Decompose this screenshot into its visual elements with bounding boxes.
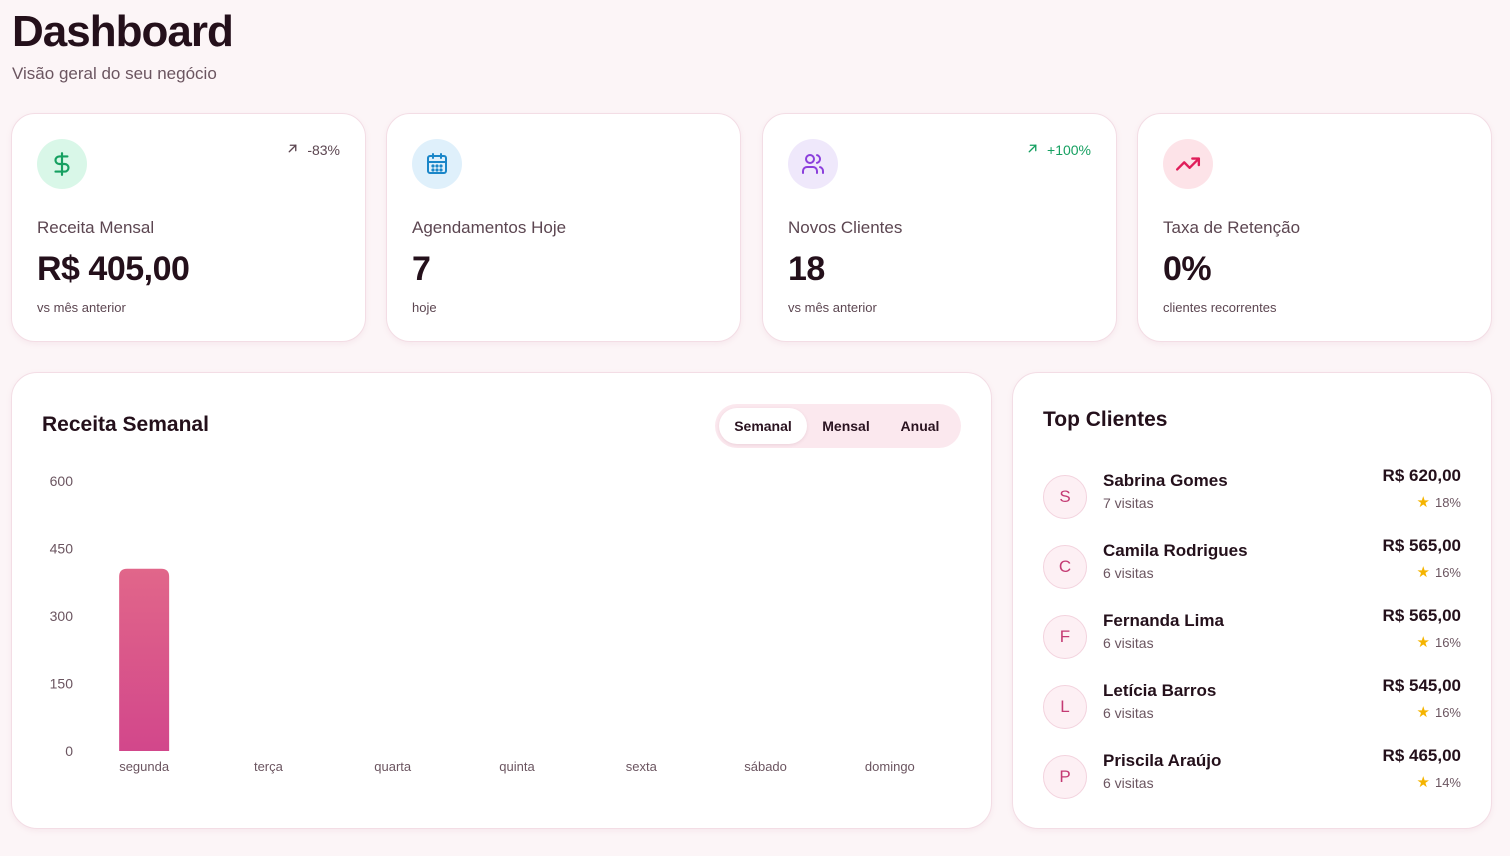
stat-value: 18 bbox=[788, 250, 825, 288]
client-amount: R$ 565,00 bbox=[1382, 606, 1461, 625]
weekly-revenue-panel: Receita Semanal Semanal Mensal Anual 0 15… bbox=[11, 372, 992, 829]
stat-card-receita: -83% Receita Mensal R$ 405,00 vs mês ant… bbox=[11, 113, 366, 342]
stat-card-novos-clientes: +100% Novos Clientes 18 vs mês anterior bbox=[762, 113, 1117, 342]
stat-card-agendamentos: Agendamentos Hoje 7 hoje bbox=[386, 113, 741, 342]
stat-sub: hoje bbox=[412, 300, 437, 315]
stat-label: Taxa de Retenção bbox=[1163, 218, 1301, 237]
chart-title: Receita Semanal bbox=[42, 413, 209, 436]
y-tick-label: 450 bbox=[50, 541, 74, 557]
client-share: ★ 16% bbox=[1417, 633, 1461, 651]
client-row[interactable]: P Priscila Araújo 6 visitas R$ 465,00 ★ 1… bbox=[1043, 746, 1461, 811]
trending-up-icon bbox=[1163, 139, 1213, 189]
x-tick-label: sexta bbox=[626, 759, 658, 774]
client-share: ★ 16% bbox=[1417, 703, 1461, 721]
stat-label: Receita Mensal bbox=[37, 218, 155, 237]
x-tick-label: terça bbox=[254, 759, 284, 774]
client-visits: 6 visitas bbox=[1103, 635, 1154, 651]
stat-label: Novos Clientes bbox=[788, 218, 903, 237]
x-tick-label: sábado bbox=[744, 759, 787, 774]
top-clients-title: Top Clientes bbox=[1043, 408, 1168, 431]
client-name: Fernanda Lima bbox=[1103, 611, 1224, 630]
dollar-icon bbox=[37, 139, 87, 189]
trend-indicator: +100% bbox=[1026, 142, 1091, 158]
star-icon: ★ bbox=[1416, 704, 1430, 721]
y-tick-label: 0 bbox=[65, 743, 73, 759]
avatar: L bbox=[1043, 685, 1087, 729]
client-pct: 14% bbox=[1434, 774, 1461, 790]
client-share: ★ 14% bbox=[1417, 773, 1461, 791]
users-icon bbox=[788, 139, 838, 189]
avatar: F bbox=[1043, 615, 1087, 659]
stat-value: 7 bbox=[412, 250, 431, 288]
client-share: ★ 18% bbox=[1417, 493, 1461, 511]
trend-value: -83% bbox=[307, 142, 340, 158]
stat-value: R$ 405,00 bbox=[37, 250, 190, 288]
star-icon: ★ bbox=[1416, 494, 1430, 511]
avatar: P bbox=[1043, 755, 1087, 799]
star-icon: ★ bbox=[1416, 774, 1430, 791]
x-tick-label: quinta bbox=[499, 759, 535, 774]
client-visits: 6 visitas bbox=[1103, 565, 1154, 581]
calendar-icon bbox=[412, 139, 462, 189]
star-icon: ★ bbox=[1416, 564, 1430, 581]
client-amount: R$ 620,00 bbox=[1382, 466, 1461, 485]
arrow-up-right-icon bbox=[1026, 142, 1039, 158]
star-icon: ★ bbox=[1416, 634, 1430, 651]
client-share: ★ 16% bbox=[1417, 563, 1461, 581]
stat-value: 0% bbox=[1163, 250, 1212, 288]
client-row[interactable]: F Fernanda Lima 6 visitas R$ 565,00 ★ 16% bbox=[1043, 606, 1461, 671]
client-amount: R$ 565,00 bbox=[1382, 536, 1461, 555]
trend-indicator: -83% bbox=[286, 142, 340, 158]
stat-label: Agendamentos Hoje bbox=[412, 218, 567, 237]
bar-segunda[interactable] bbox=[119, 568, 170, 751]
top-clients-panel: Top Clientes S Sabrina Gomes 7 visitas R… bbox=[1012, 372, 1492, 829]
x-tick-label: quarta bbox=[374, 759, 412, 774]
client-visits: 6 visitas bbox=[1103, 705, 1154, 721]
x-tick-label: segunda bbox=[119, 759, 170, 774]
client-name: Letícia Barros bbox=[1103, 681, 1217, 700]
tab-semanal[interactable]: Semanal bbox=[719, 408, 807, 444]
client-name: Priscila Araújo bbox=[1103, 751, 1222, 770]
client-pct: 16% bbox=[1434, 564, 1461, 580]
stat-card-retencao: Taxa de Retenção 0% clientes recorrentes bbox=[1137, 113, 1492, 342]
stat-sub: vs mês anterior bbox=[37, 300, 126, 315]
y-tick-label: 150 bbox=[50, 676, 74, 692]
client-pct: 18% bbox=[1434, 494, 1461, 510]
client-name: Sabrina Gomes bbox=[1103, 471, 1228, 490]
client-pct: 16% bbox=[1434, 634, 1461, 650]
avatar: C bbox=[1043, 545, 1087, 589]
avatar: S bbox=[1043, 475, 1087, 519]
y-tick-label: 300 bbox=[50, 608, 74, 624]
period-selector: Semanal Mensal Anual bbox=[715, 404, 961, 448]
client-amount: R$ 545,00 bbox=[1382, 676, 1461, 695]
y-tick-label: 600 bbox=[50, 473, 74, 489]
page-header: Dashboard Visão geral do seu negócio bbox=[12, 6, 234, 84]
client-row[interactable]: L Letícia Barros 6 visitas R$ 545,00 ★ 16… bbox=[1043, 676, 1461, 741]
client-row[interactable]: C Camila Rodrigues 6 visitas R$ 565,00 ★… bbox=[1043, 536, 1461, 601]
x-tick-label: domingo bbox=[865, 759, 915, 774]
client-amount: R$ 465,00 bbox=[1382, 746, 1461, 765]
client-visits: 6 visitas bbox=[1103, 775, 1154, 791]
tab-anual[interactable]: Anual bbox=[900, 418, 940, 434]
client-pct: 16% bbox=[1434, 704, 1461, 720]
arrow-up-right-icon bbox=[286, 142, 299, 158]
client-visits: 7 visitas bbox=[1103, 495, 1154, 511]
weekly-revenue-chart: 0 150 300 450 600 segunda terça quarta quinta sex… bbox=[50, 473, 915, 774]
page-title: Dashboard bbox=[12, 7, 234, 56]
stat-sub: clientes recorrentes bbox=[1163, 300, 1277, 315]
stat-sub: vs mês anterior bbox=[788, 300, 877, 315]
tab-mensal[interactable]: Mensal bbox=[822, 418, 870, 434]
client-row[interactable]: S Sabrina Gomes 7 visitas R$ 620,00 ★ 18% bbox=[1043, 466, 1461, 531]
trend-value: +100% bbox=[1047, 142, 1091, 158]
page-subtitle: Visão geral do seu negócio bbox=[12, 64, 217, 83]
client-name: Camila Rodrigues bbox=[1103, 541, 1248, 560]
